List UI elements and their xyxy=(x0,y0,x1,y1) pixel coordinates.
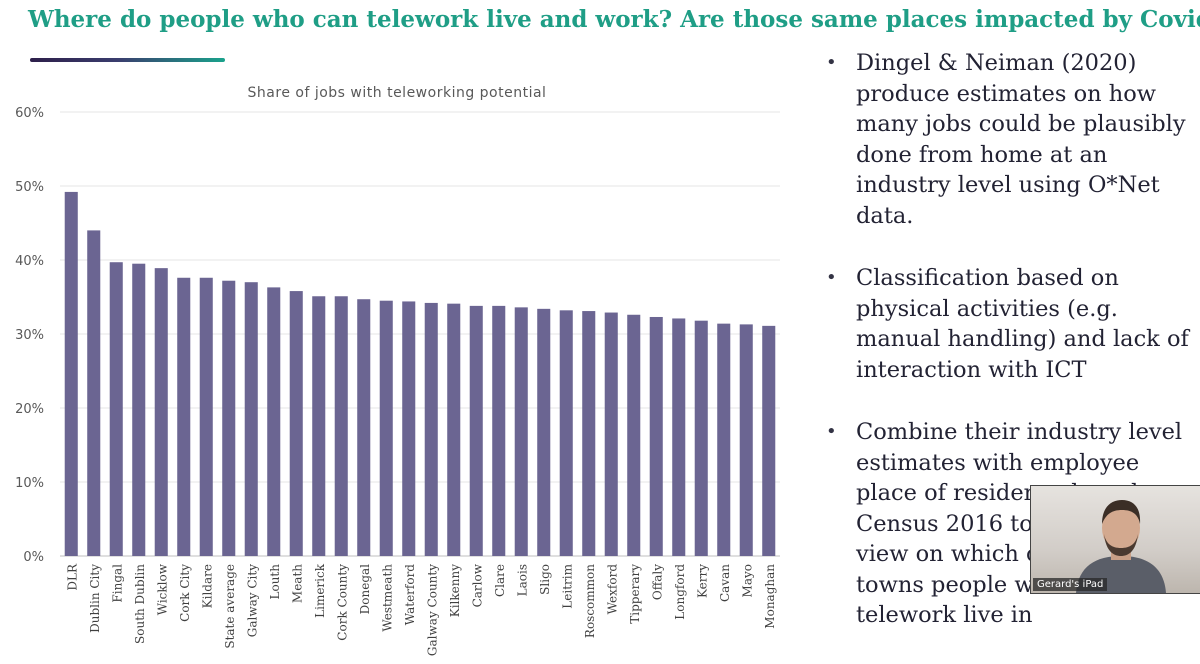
x-tick-label: Dublin City xyxy=(88,564,102,633)
bar-westmeath xyxy=(379,300,393,556)
video-thumbnail[interactable]: Gerard's iPad xyxy=(1030,485,1200,594)
bullet-dot: • xyxy=(826,267,837,288)
bar-kildare xyxy=(199,277,213,556)
bar-south-dublin xyxy=(132,263,146,556)
bars xyxy=(64,191,776,557)
x-tick-label: Roscommon xyxy=(583,564,597,638)
bar-tipperary xyxy=(627,314,641,556)
y-tick-label: 40% xyxy=(15,254,44,269)
title-underline xyxy=(30,58,225,62)
bullet-item: • Dingel & Neiman (2020) produce estimate… xyxy=(822,48,1200,231)
x-tick-label: Mayo xyxy=(740,564,754,597)
bar-louth xyxy=(267,287,281,556)
x-tick-label: Donegal xyxy=(358,564,372,615)
bar-offaly xyxy=(649,316,663,556)
x-tick-label: Wexford xyxy=(605,564,619,615)
chart-svg: Share of jobs with teleworking potential… xyxy=(15,85,780,656)
x-tick-label: Wicklow xyxy=(155,563,169,615)
x-tick-label: Laois xyxy=(515,564,529,596)
x-tick-label: Limerick xyxy=(313,563,327,618)
x-tick-label: Galway City xyxy=(245,564,259,637)
bullet-text: Dingel & Neiman (2020) produce estimates… xyxy=(856,50,1186,229)
bar-longford xyxy=(672,318,686,556)
slide-title: Where do people who can telework live an… xyxy=(28,6,1200,33)
x-tick-label: Longford xyxy=(673,564,687,620)
bar-sligo xyxy=(537,308,551,556)
bar-clare xyxy=(492,305,506,556)
y-tick-label: 10% xyxy=(15,476,44,491)
y-tick-label: 0% xyxy=(23,550,44,565)
x-tick-label: Kildare xyxy=(200,564,214,608)
bar-dlr xyxy=(64,191,78,557)
x-tick-label: Kilkenny xyxy=(448,564,462,617)
y-tick-label: 30% xyxy=(15,328,44,343)
bar-limerick xyxy=(312,296,326,556)
bar-fingal xyxy=(109,262,123,556)
bar-dublin-city xyxy=(87,230,101,556)
bar-galway-city xyxy=(244,282,258,556)
x-tick-label: Tipperary xyxy=(628,564,642,624)
x-axis-labels: DLR Dublin City Fingal South Dublin Wicklow C… xyxy=(65,563,777,656)
x-tick-label: Sligo xyxy=(538,564,552,595)
bullet-dot: • xyxy=(826,52,837,73)
chart-title: Share of jobs with teleworking potential xyxy=(248,85,547,101)
bar-laois xyxy=(514,307,528,556)
x-tick-label: Westmeath xyxy=(380,564,394,632)
bar-leitrim xyxy=(559,310,573,556)
x-tick-label: Offaly xyxy=(650,564,664,600)
bar-monaghan xyxy=(762,325,776,556)
y-tick-label: 60% xyxy=(15,106,44,121)
bar-wicklow xyxy=(154,268,168,556)
bar-mayo xyxy=(739,324,753,556)
bar-chart: Share of jobs with teleworking potential… xyxy=(0,70,800,664)
y-axis-ticks: 0% 10% 20% 30% 40% 50% 60% xyxy=(15,106,44,565)
x-tick-label: Cavan xyxy=(718,564,732,602)
bar-kilkenny xyxy=(447,303,461,556)
gridlines xyxy=(60,111,780,557)
x-tick-label: Monaghan xyxy=(763,564,777,629)
bar-donegal xyxy=(357,299,371,556)
bar-cork-county xyxy=(334,296,348,556)
y-tick-label: 20% xyxy=(15,402,44,417)
bar-galway-county xyxy=(424,302,438,556)
bullet-dot: • xyxy=(826,421,837,442)
participant-name-label: Gerard's iPad xyxy=(1033,578,1108,591)
x-tick-label: South Dublin xyxy=(133,564,147,644)
x-tick-label: Galway County xyxy=(425,564,439,656)
x-tick-label: Waterford xyxy=(403,564,417,626)
bullet-text: Classification based on physical activit… xyxy=(856,265,1189,383)
x-tick-label: Carlow xyxy=(470,563,484,607)
bullet-item: • Classification based on physical activi… xyxy=(822,263,1200,385)
x-tick-label: State average xyxy=(223,564,237,649)
x-tick-label: Kerry xyxy=(695,564,709,598)
bar-waterford xyxy=(402,301,416,556)
bar-state-average xyxy=(222,280,236,556)
x-tick-label: Leitrim xyxy=(560,563,574,608)
bar-meath xyxy=(289,291,303,556)
bar-wexford xyxy=(604,312,618,556)
bar-carlow xyxy=(469,305,483,556)
bar-roscommon xyxy=(582,311,596,556)
x-tick-label: Cork County xyxy=(335,564,349,641)
x-tick-label: Fingal xyxy=(110,564,124,603)
bar-cavan xyxy=(717,323,731,556)
x-tick-label: Cork City xyxy=(178,564,192,622)
y-tick-label: 50% xyxy=(15,180,44,195)
x-tick-label: DLR xyxy=(65,563,79,591)
x-tick-label: Clare xyxy=(493,564,507,597)
bar-cork-city xyxy=(177,277,191,556)
x-tick-label: Louth xyxy=(268,564,282,600)
bar-kerry xyxy=(694,320,708,556)
x-tick-label: Meath xyxy=(290,564,304,603)
